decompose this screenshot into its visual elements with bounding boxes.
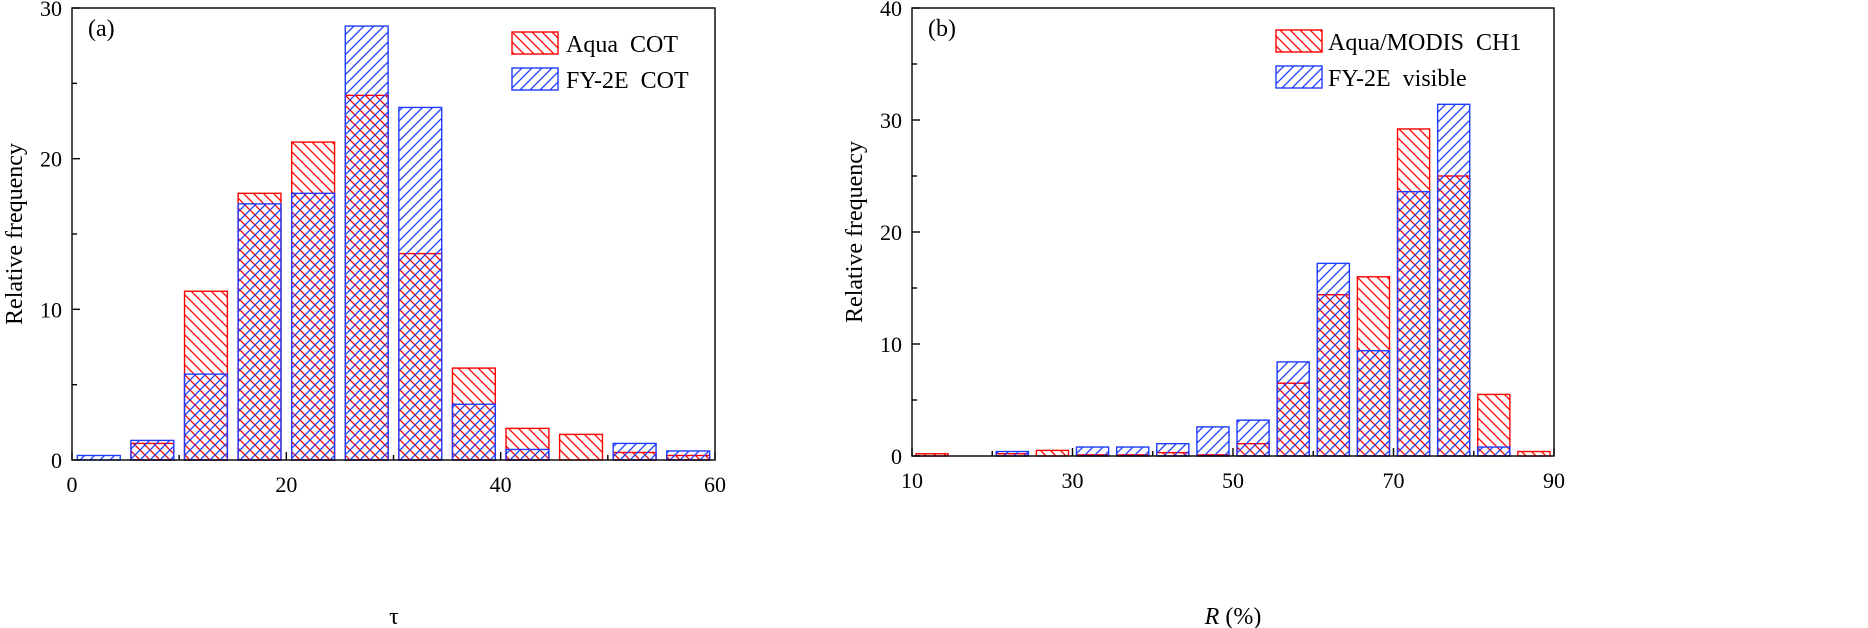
panel-a-xtick-label: 20 <box>275 472 297 497</box>
panel-a-xtick-label: 60 <box>704 472 726 497</box>
panel-a-legend: Aqua COT FY-2E COT <box>511 31 689 94</box>
legend-label-aqua-modis-ch1: Aqua/MODIS CH1 <box>1328 30 1521 56</box>
panel-b-bar-aqua-14 <box>1477 393 1511 457</box>
panel-a-xtick-label: 0 <box>67 472 78 497</box>
panel-b-ytick-label: 40 <box>880 0 902 21</box>
legend-swatch-aqua-cot <box>511 31 559 55</box>
panel-a-bar-aqua-9 <box>558 433 604 461</box>
panel-a-bars <box>76 25 711 461</box>
legend-label-fy2e-visible: FY-2E visible <box>1328 66 1467 92</box>
legend-label-aqua-cot: Aqua COT <box>566 32 678 58</box>
panel-a-bar-fy2e-1 <box>130 439 175 461</box>
panel-a-ytick-label: 10 <box>40 297 62 322</box>
panel-b-ytick-label: 20 <box>880 220 902 245</box>
panel-a-xlabel: τ <box>389 604 399 628</box>
panel-b-xtick-label: 70 <box>1383 468 1405 493</box>
panel-a-bar-fy2e-2 <box>183 373 229 461</box>
panel-b-bar-fy2e-5 <box>1115 446 1150 457</box>
panel-b-bar-fy2e-12 <box>1396 190 1431 457</box>
panel-b-xtick-label: 90 <box>1543 468 1565 493</box>
panel-b-ytick-label: 0 <box>891 444 902 469</box>
panel-a-bar-fy2e-3 <box>237 203 282 461</box>
panel-b-xlabel: R (%) <box>1204 604 1262 628</box>
panel-a-ticks: 0 20 40 60 0 10 20 30 <box>40 0 726 497</box>
panel-b-bar-fy2e-4 <box>1075 446 1110 457</box>
panel-b-bar-fy2e-8 <box>1236 419 1270 457</box>
panel-b-bar-fy2e-14 <box>1477 446 1511 457</box>
panel-a-label: (a) <box>88 16 115 42</box>
panel-b-bar-fy2e-9 <box>1276 361 1310 457</box>
panel-b-bar-fy2e-10 <box>1316 262 1351 457</box>
panel-b-bar-fy2e-6 <box>1156 442 1190 457</box>
panel-b-xtick-label: 10 <box>901 468 923 493</box>
panel-a-ylabel: Relative frequency <box>2 143 28 325</box>
panel-a-ytick-label: 30 <box>40 0 62 21</box>
panel-a-bar-fy2e-5 <box>344 25 389 461</box>
panel-b-xlabel-unit: (%) <box>1225 604 1261 628</box>
panel-b-xlabel-var: R <box>1204 604 1220 628</box>
panel-b-bar-fy2e-13 <box>1436 103 1471 457</box>
panel-b-label: (b) <box>928 16 956 42</box>
panel-a-bar-fy2e-8 <box>505 448 550 461</box>
panel-a-bar-fy2e-6 <box>398 106 443 461</box>
panel-a-bar-fy2e-10 <box>612 442 657 461</box>
panel-a-bar-fy2e-11 <box>666 450 711 461</box>
panel-a-bar-fy2e-7 <box>451 403 497 461</box>
panel-a-ytick-label: 0 <box>51 448 62 473</box>
panel-b-bar-aqua-3 <box>1035 449 1070 457</box>
panel-b-ytick-label: 10 <box>880 332 902 357</box>
legend-swatch-fy2e-visible <box>1275 65 1323 89</box>
panel-a-ytick-label: 20 <box>40 147 62 172</box>
legend-swatch-aqua-modis-ch1 <box>1275 29 1323 53</box>
panel-b-xtick-label: 30 <box>1062 468 1084 493</box>
panel-a-bar-fy2e-4 <box>290 192 336 461</box>
panel-b-ytick-label: 30 <box>880 108 902 133</box>
panel-b-legend: Aqua/MODIS CH1 FY-2E visible <box>1275 29 1521 92</box>
panel-a: (a) 0 20 40 60 0 10 20 30 Aqua COT FY-2E COT Re… <box>2 0 726 628</box>
panel-b-bar-fy2e-11 <box>1356 350 1391 457</box>
legend-label-fy2e-cot: FY-2E COT <box>566 68 689 94</box>
panel-b-bar-fy2e-7 <box>1196 426 1230 457</box>
panel-b-ylabel: Relative frequency <box>842 141 868 323</box>
panel-b-xtick-label: 50 <box>1222 468 1244 493</box>
panel-b-bars <box>915 103 1551 457</box>
panel-a-xtick-label: 40 <box>490 472 512 497</box>
legend-swatch-fy2e-cot <box>511 67 559 91</box>
